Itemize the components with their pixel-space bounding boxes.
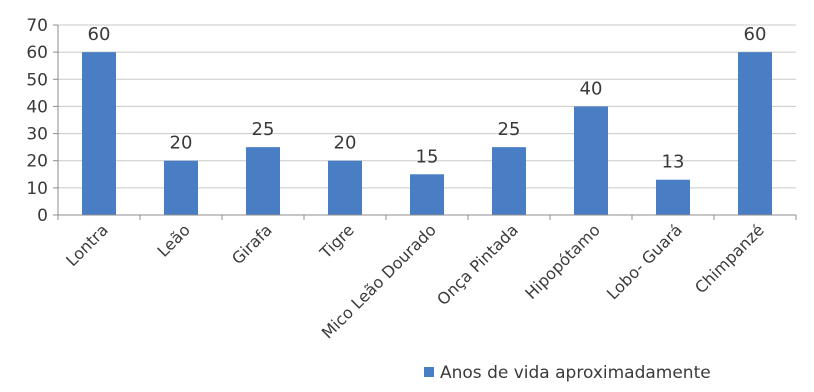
data-label: 60 bbox=[744, 24, 767, 45]
data-label: 13 bbox=[662, 152, 685, 173]
data-label: 40 bbox=[580, 78, 603, 99]
bar bbox=[492, 147, 526, 215]
y-tick-label: 70 bbox=[26, 16, 48, 36]
legend-swatch bbox=[424, 367, 434, 377]
x-tick-label: Lontra bbox=[62, 220, 112, 270]
legend: Anos de vida aproximadamente bbox=[424, 363, 711, 383]
data-label: 15 bbox=[416, 146, 439, 167]
x-tick-label: Onça Pintada bbox=[433, 220, 522, 309]
x-tick-label: Lobo- Guará bbox=[603, 220, 686, 303]
bar bbox=[574, 106, 608, 215]
y-tick-label: 0 bbox=[37, 206, 48, 226]
data-label: 20 bbox=[334, 133, 357, 154]
bar bbox=[164, 160, 198, 215]
bar bbox=[656, 179, 690, 215]
data-label: 25 bbox=[252, 119, 275, 140]
bar bbox=[246, 147, 280, 215]
y-tick-label: 60 bbox=[26, 43, 48, 63]
y-tick-label: 50 bbox=[26, 70, 48, 90]
bar bbox=[738, 52, 772, 216]
data-labels: 60 20 25 20 15 25 40 13 60 bbox=[88, 24, 767, 173]
bar bbox=[82, 52, 116, 216]
y-tick-label: 30 bbox=[26, 125, 48, 145]
axes bbox=[57, 25, 796, 216]
y-tick-label: 20 bbox=[26, 152, 48, 172]
data-label: 20 bbox=[170, 133, 193, 154]
x-tick-label: Tigre bbox=[315, 220, 357, 262]
bar bbox=[410, 174, 444, 215]
y-tick-label: 40 bbox=[26, 97, 48, 117]
y-axis-ticks: 0 10 20 30 40 50 60 70 bbox=[26, 16, 58, 226]
data-label: 25 bbox=[498, 119, 521, 140]
bars bbox=[82, 52, 772, 216]
x-tick-label: Girafa bbox=[228, 220, 276, 268]
data-label: 60 bbox=[88, 24, 111, 45]
x-tick-label: Leão bbox=[153, 220, 193, 260]
x-tick-label: Hipopótamo bbox=[521, 220, 604, 303]
legend-label: Anos de vida aproximadamente bbox=[440, 363, 711, 383]
bar bbox=[328, 160, 362, 215]
x-tick-label: Chimpanzé bbox=[691, 220, 768, 297]
y-tick-label: 10 bbox=[26, 179, 48, 199]
